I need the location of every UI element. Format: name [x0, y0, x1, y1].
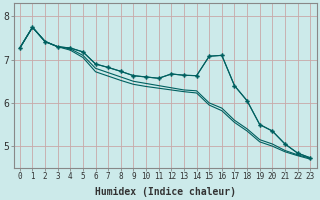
X-axis label: Humidex (Indice chaleur): Humidex (Indice chaleur) — [94, 186, 236, 197]
